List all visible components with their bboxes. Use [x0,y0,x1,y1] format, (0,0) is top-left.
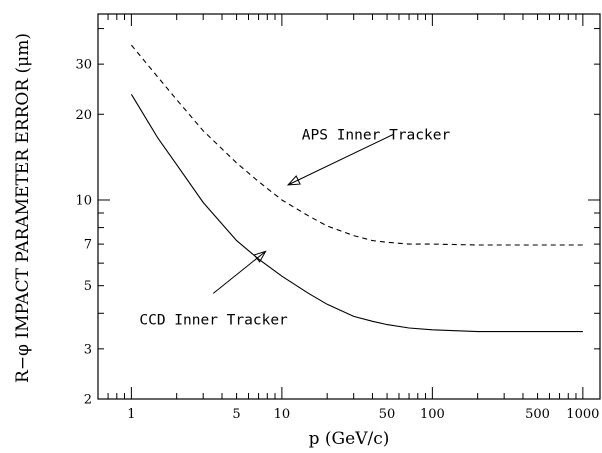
x-tick-label: 500 [525,407,550,422]
x-tick-label: 10 [274,407,291,422]
aps-label-arrow [287,133,394,186]
ccd-label-arrow [212,250,266,294]
aps-curve [130,44,583,246]
y-tick-label: 3 [84,342,92,357]
aps-label: APS Inner Tracker [302,127,451,143]
aps-label-arrowhead [286,175,301,186]
y-tick-label: 7 [84,238,92,253]
x-tick-label: 5 [232,407,240,422]
y-tick-label: 10 [75,193,92,208]
annotation-layer: APS Inner Tracker CCD Inner Tracker [139,127,450,328]
x-tick-label: 1000 [566,407,599,422]
y-tick-label: 2 [84,393,92,408]
plot-frame [97,13,601,400]
x-tick-label: 1 [127,407,135,422]
curve-layer [130,44,583,333]
tick-layer: 1 5 10 50 100 500 1000 2 3 5 7 10 20 30 [75,14,600,422]
x-tick-label: 50 [379,407,396,422]
x-tick-label: 100 [420,407,445,422]
ccd-label: CCD Inner Tracker [139,313,288,329]
y-tick-label: 20 [75,108,92,123]
ccd-label-arrowhead [253,250,267,263]
x-axis-title: p (GeV/c) [309,429,390,449]
y-tick-label: 30 [75,58,92,73]
y-tick-label: 5 [84,279,92,294]
ccd-curve [130,94,583,333]
y-axis-title: R−φ IMPACT PARAMETER ERROR (μm) [13,33,33,383]
